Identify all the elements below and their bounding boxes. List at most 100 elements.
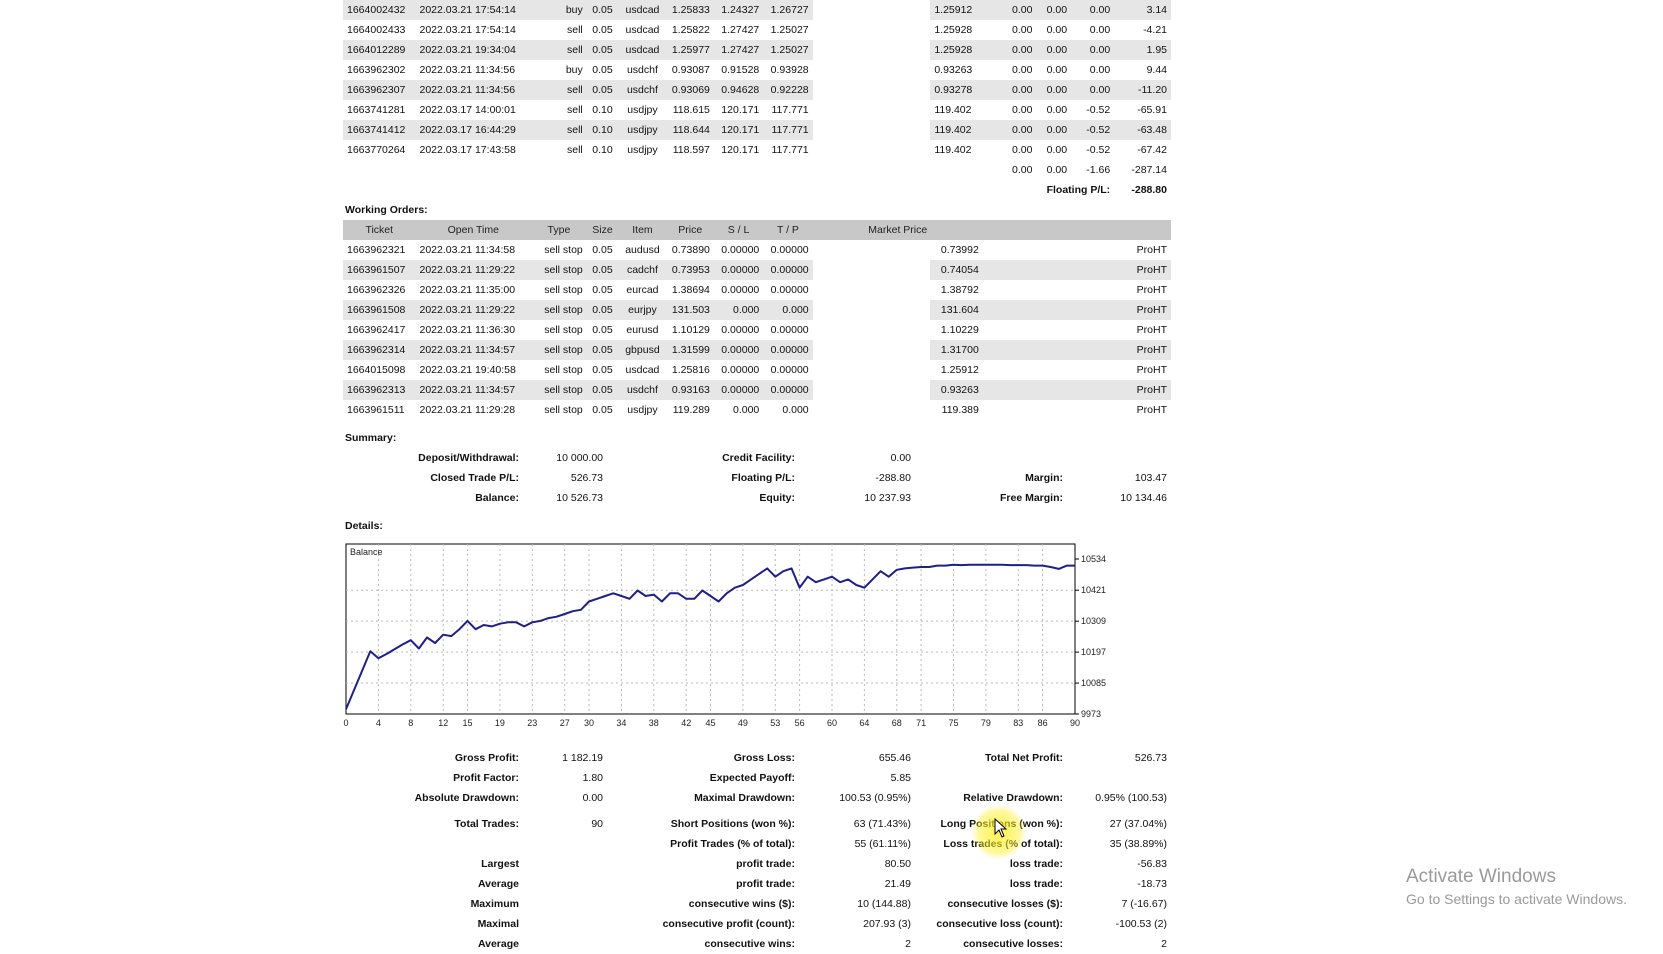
stat-value: 0.00	[582, 792, 603, 804]
details-stats-table: Gross Profit: 1 182.19 Gross Loss: 655.46 To…	[343, 748, 1171, 808]
stat-label: Average	[477, 878, 519, 890]
open-trade-row: 1663741412 2022.03.17 16:44:29 sell 0.10 usd…	[343, 120, 1171, 140]
stat-row: Balance: 10 526.73 Equity: 10 237.93 Free Ma…	[343, 488, 1171, 508]
taxes-cell: 0.00	[1036, 120, 1072, 140]
spacer-cell	[812, 380, 931, 400]
tp-cell: 0.00000	[770, 244, 809, 256]
type-cell: sell stop	[544, 284, 583, 296]
swap-cell: 0.00	[1071, 0, 1115, 20]
open-time-cell: 2022.03.21 11:34:56	[415, 80, 532, 100]
stat-label: consecutive losses:	[963, 938, 1063, 950]
stat-label: profit trade:	[736, 878, 795, 890]
swap-cell: -0.52	[1086, 144, 1111, 156]
market-price-cell: 1.25912	[930, 0, 983, 20]
market-price-cell: 131.604	[930, 300, 983, 320]
stat-row: Average profit trade: 21.49 loss trade: -18.…	[343, 874, 1171, 894]
market-price-cell: 1.10229	[940, 324, 979, 336]
tp-cell: 117.771	[771, 144, 809, 156]
item-cell: usdchf	[618, 80, 667, 100]
stat-row: Gross Profit: 1 182.19 Gross Loss: 655.46 To…	[343, 748, 1171, 768]
market-price-cell: 119.402	[934, 104, 972, 116]
type-cell: sell	[567, 24, 583, 36]
ticket-cell: 1663962314	[343, 340, 416, 360]
ticket-cell: 1663770264	[347, 144, 406, 156]
stat-value: 80.50	[884, 858, 911, 870]
open-time-cell: 2022.03.21 19:34:04	[415, 40, 532, 60]
price-cell: 0.73890	[671, 244, 710, 256]
stat-value: -100.53 (2)	[1115, 918, 1167, 930]
profit-cell: -63.48	[1114, 120, 1171, 140]
profit-cell: 3.14	[1114, 0, 1171, 20]
market-price-cell: 0.93263	[934, 64, 973, 76]
ticket-cell: 1663741281	[347, 104, 406, 116]
stat-label: Equity:	[759, 492, 795, 504]
col-header-tp: T / P	[763, 220, 813, 240]
swap-cell: 0.00	[1071, 80, 1115, 100]
sl-cell: 0.00000	[713, 340, 764, 360]
stat-value: 10 000.00	[556, 452, 603, 464]
spacer-cell	[813, 140, 931, 160]
stat-value	[1067, 448, 1171, 468]
stat-value: 10 526.73	[556, 492, 603, 504]
open-time-cell: 2022.03.21 11:34:57	[415, 380, 532, 400]
spacer-cell	[812, 40, 931, 60]
sl-cell: 0.000	[732, 404, 760, 416]
market-price-cell: 119.402	[930, 120, 983, 140]
tp-cell: 0.93928	[770, 64, 809, 76]
item-cell: usdcad	[618, 40, 667, 60]
spacer-cell	[813, 280, 931, 300]
size-cell: 0.10	[592, 144, 613, 156]
stat-value: 63 (71.43%)	[853, 818, 911, 830]
tp-cell: 117.771	[763, 120, 813, 140]
spacer-cell	[812, 120, 931, 140]
stat-value	[523, 854, 607, 874]
floating-pl-row: Floating P/L: -288.80	[343, 180, 1171, 200]
y-tick-label: 9973	[1081, 709, 1101, 719]
x-tick-label: 4	[376, 718, 381, 728]
balance-chart-svg: 0 4 8 12 15 19 23 27 30 34 38 42 45 49 53 56 60 64 68 71 75 7…	[343, 543, 1106, 728]
y-tick-label: 10534	[1081, 554, 1106, 564]
size-cell: 0.05	[592, 24, 613, 36]
stat-row: Profit Factor: 1.80 Expected Payoff: 5.85	[343, 768, 1171, 788]
size-cell: 0.05	[592, 284, 613, 296]
stat-value: 207.93 (3)	[863, 918, 911, 930]
x-tick-label: 75	[948, 718, 958, 728]
statement-report: 1664002432 2022.03.21 17:54:14 buy 0.05 usdc…	[343, 0, 1173, 954]
comment-cell: ProHT	[1136, 364, 1167, 376]
floating-pl-label: Floating P/L:	[1046, 184, 1111, 196]
open-time-cell: 2022.03.21 11:35:00	[419, 284, 516, 296]
open-time-cell: 2022.03.21 11:29:22	[415, 260, 532, 280]
stat-value: 10 237.93	[864, 492, 911, 504]
col-header-type: Type	[531, 220, 587, 240]
y-tick-label: 10309	[1081, 616, 1106, 626]
x-tick-label: 64	[859, 718, 869, 728]
tp-cell: 0.00000	[763, 380, 813, 400]
open-trade-row: 1663962307 2022.03.21 11:34:56 sell 0.05 usd…	[343, 80, 1171, 100]
open-trade-row: 1664012289 2022.03.21 19:34:04 sell 0.05 usd…	[343, 40, 1171, 60]
total-cell: -1.66	[1086, 164, 1111, 176]
tp-cell: 1.25027	[763, 40, 813, 60]
stat-value	[1067, 768, 1171, 788]
item-cell: eurcad	[626, 284, 659, 296]
type-cell: buy	[531, 0, 587, 20]
stat-row: Closed Trade P/L: 526.73 Floating P/L: -288…	[343, 468, 1171, 488]
stat-label: Floating P/L:	[731, 472, 795, 484]
x-tick-label: 27	[560, 718, 570, 728]
size-cell: 0.05	[592, 244, 613, 256]
stat-label: loss trade:	[1009, 878, 1063, 890]
x-tick-label: 60	[827, 718, 837, 728]
x-tick-label: 90	[1070, 718, 1080, 728]
stat-label: consecutive losses ($):	[947, 898, 1063, 910]
tp-cell: 0.000	[763, 300, 813, 320]
open-time-cell: 2022.03.21 11:29:28	[419, 404, 516, 416]
stat-row: Maximum consecutive wins ($): 10 (144.88) c…	[343, 894, 1171, 914]
stat-value: 5.85	[890, 772, 911, 784]
tp-cell: 0.00000	[763, 260, 813, 280]
market-price-cell: 119.402	[934, 144, 972, 156]
ticket-cell: 1663962326	[347, 284, 406, 296]
open-trade-row: 1663962302 2022.03.21 11:34:56 buy 0.05 usdc…	[343, 60, 1171, 80]
stat-label: Absolute Drawdown:	[414, 792, 519, 804]
commission-cell: 0.00	[982, 0, 1037, 20]
stat-value	[523, 934, 607, 954]
working-order-row: 1663961508 2022.03.21 11:29:22 sell stop 0.…	[343, 300, 1171, 320]
